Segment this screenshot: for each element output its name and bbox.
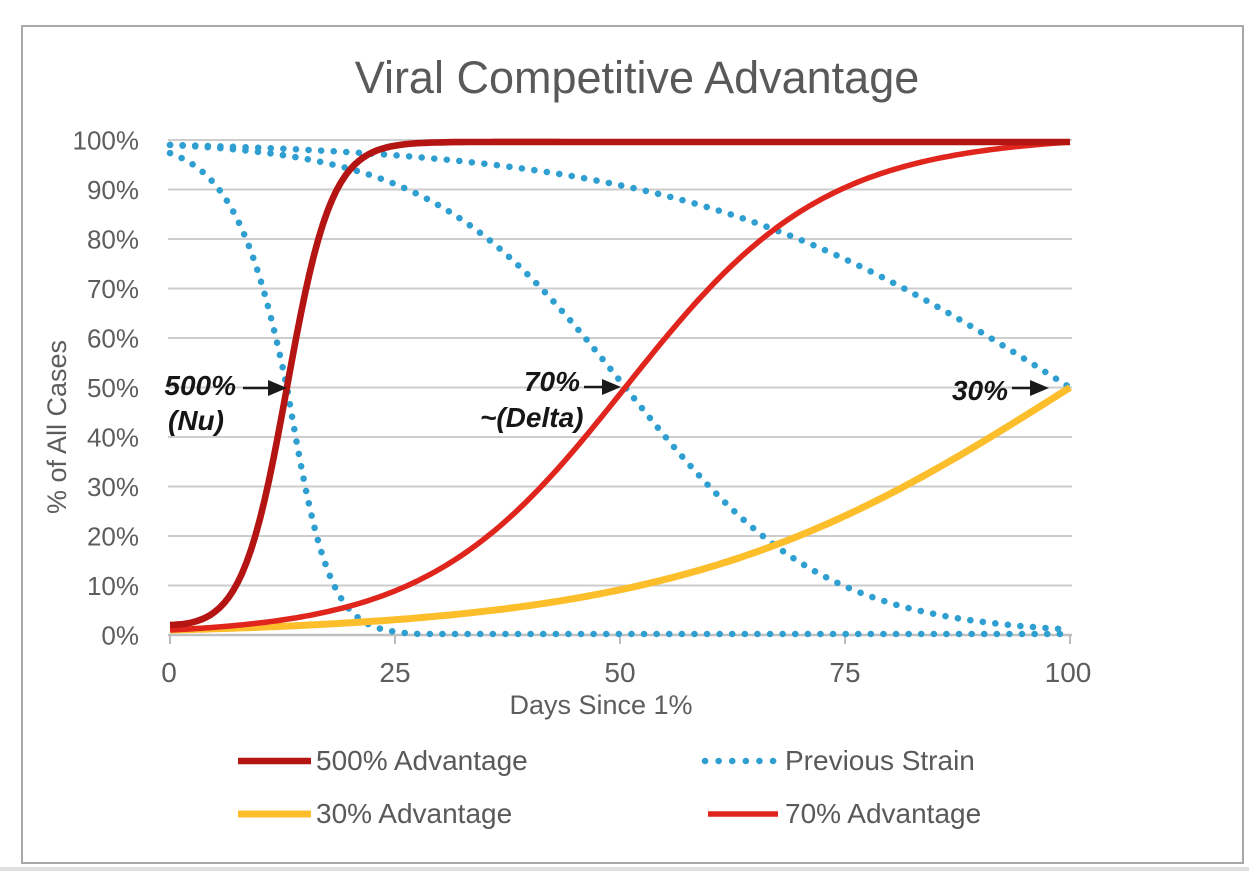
- svg-text:40%: 40%: [87, 423, 139, 453]
- svg-text:500%: 500%: [164, 370, 236, 401]
- svg-text:100%: 100%: [73, 126, 140, 156]
- svg-text:Previous Strain: Previous Strain: [785, 745, 975, 776]
- svg-text:70%: 70%: [524, 366, 580, 397]
- svg-text:~(Delta): ~(Delta): [480, 402, 583, 433]
- svg-text:25: 25: [379, 657, 410, 688]
- svg-text:500% Advantage: 500% Advantage: [316, 745, 528, 776]
- svg-text:Viral Competitive Advantage: Viral Competitive Advantage: [355, 52, 920, 103]
- svg-text:100: 100: [1045, 657, 1092, 688]
- svg-text:80%: 80%: [87, 225, 139, 255]
- svg-text:(Nu): (Nu): [168, 405, 224, 436]
- svg-text:75: 75: [829, 657, 860, 688]
- svg-text:30% Advantage: 30% Advantage: [316, 798, 512, 829]
- svg-text:90%: 90%: [87, 175, 139, 205]
- svg-text:0: 0: [161, 657, 177, 688]
- svg-text:50: 50: [604, 657, 635, 688]
- svg-text:60%: 60%: [87, 324, 139, 354]
- svg-text:0%: 0%: [101, 621, 139, 651]
- svg-text:50%: 50%: [87, 373, 139, 403]
- svg-text:20%: 20%: [87, 522, 139, 552]
- svg-text:10%: 10%: [87, 571, 139, 601]
- svg-text:70%: 70%: [87, 274, 139, 304]
- svg-text:30%: 30%: [87, 472, 139, 502]
- svg-text:70% Advantage: 70% Advantage: [785, 798, 981, 829]
- svg-text:30%: 30%: [952, 375, 1008, 406]
- svg-text:Days Since 1%: Days Since 1%: [509, 690, 692, 720]
- svg-text:% of All Cases: % of All Cases: [42, 340, 72, 514]
